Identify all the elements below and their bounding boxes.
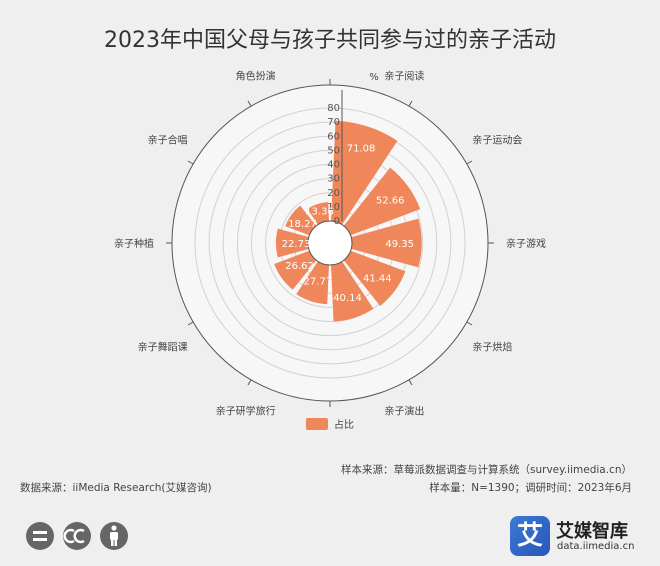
grid-circle	[208, 121, 452, 365]
category-label: 亲子合唱	[148, 134, 188, 147]
bar-亲子舞蹈课	[274, 250, 317, 290]
legend-label: 占比	[334, 418, 354, 431]
value-label: 52.66	[376, 195, 405, 206]
bar-亲子研学旅行	[296, 261, 330, 305]
cc-icon	[63, 522, 91, 550]
sample-source: 样本来源：草莓派数据调查与计算系统（survey.iimedia.cn）	[341, 464, 632, 476]
angle-tick	[466, 160, 473, 165]
radial-tick-label: 80	[327, 103, 340, 114]
angle-tick	[408, 379, 413, 386]
value-label: 71.08	[347, 144, 376, 155]
cc-equal-icon	[26, 522, 54, 550]
bar-亲子运动会	[343, 167, 421, 236]
value-label: 41.44	[363, 273, 392, 284]
radial-tick-label: 20	[327, 188, 340, 199]
bar-亲子种植	[275, 228, 309, 258]
grid-circle	[194, 107, 466, 379]
category-label: 亲子运动会	[472, 134, 522, 147]
chart-title: 2023年中国父母与孩子共同参与过的亲子活动	[104, 28, 556, 53]
cc-license-icons	[26, 522, 128, 550]
angle-tick	[187, 321, 194, 326]
value-label: 27.77	[304, 276, 333, 287]
radial-tick-label: 50	[327, 145, 340, 156]
brand-url: data.iimedia.cn	[557, 541, 635, 552]
category-label: 亲子演出	[384, 404, 424, 417]
category-label: 角色扮演	[236, 70, 276, 83]
bar-角色扮演	[307, 202, 330, 225]
value-label: 18.27	[288, 219, 317, 230]
category-label: 亲子阅读	[384, 70, 424, 83]
angle-tick	[466, 321, 473, 326]
grid-circle	[236, 149, 424, 337]
radial-tick-label: 10	[327, 202, 340, 213]
angle-tick	[247, 379, 252, 386]
value-label: 26.62	[285, 261, 314, 272]
brand-logo-icon: 艾	[510, 516, 550, 556]
bar-亲子合唱	[285, 205, 317, 236]
brand-block: 艾 艾媒智库 data.iimedia.cn	[510, 516, 660, 560]
value-label: 40.14	[333, 293, 362, 304]
grid-circle	[222, 135, 438, 351]
category-label: 亲子游戏	[506, 237, 546, 250]
angle-tick	[408, 100, 413, 107]
bar-亲子阅读	[330, 120, 398, 225]
unit-label: %	[369, 72, 379, 83]
sample-meta: 样本量：N=1390；调研时间：2023年6月	[429, 482, 632, 494]
value-label: 22.73	[282, 239, 311, 250]
value-label: 49.35	[385, 239, 414, 250]
angle-tick	[187, 160, 194, 165]
bar-亲子演出	[330, 261, 374, 322]
category-label: 亲子烘焙	[472, 340, 512, 353]
brand-name: 艾媒智库	[556, 521, 628, 542]
radial-tick-label: 70	[327, 117, 340, 128]
category-label: 亲子舞蹈课	[138, 340, 188, 353]
radial-tick-label: 60	[327, 131, 340, 142]
radial-tick-label: 40	[327, 160, 340, 171]
radial-tick-label: 0	[334, 216, 340, 227]
category-label: 亲子研学旅行	[216, 404, 276, 417]
radial-tick-label: 30	[327, 174, 340, 185]
value-label: 13.36	[305, 207, 334, 218]
legend-swatch	[306, 418, 328, 430]
angle-tick	[247, 100, 252, 107]
data-source: 数据来源：iiMedia Research(艾媒咨询)	[20, 482, 212, 494]
bar-亲子游戏	[351, 218, 422, 268]
cc-person-icon	[100, 522, 128, 550]
bar-亲子烘焙	[343, 250, 406, 306]
inner-hole	[307, 220, 353, 266]
category-label: 亲子种植	[114, 237, 154, 250]
